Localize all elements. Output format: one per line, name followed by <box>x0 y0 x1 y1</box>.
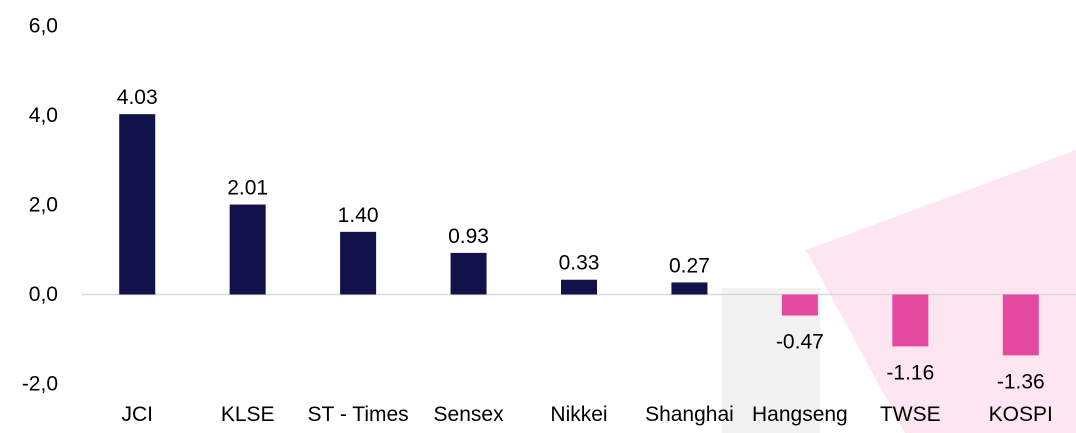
bar <box>892 294 929 347</box>
x-tick-label: Sensex <box>434 403 505 426</box>
bars-group <box>119 114 1039 356</box>
data-label: -0.47 <box>776 331 824 354</box>
data-labels-group: 4.03 2.01 1.40 0.93 0.33 0.27 -0.47 -1.16 -1.36 <box>117 86 1045 393</box>
data-label: -1.36 <box>997 370 1045 393</box>
y-tick-label: 6,0 <box>29 15 58 38</box>
data-label: 4.03 <box>117 86 158 109</box>
data-label: 1.40 <box>338 204 379 227</box>
x-tick-label: KLSE <box>221 403 275 426</box>
data-label: 2.01 <box>227 177 268 200</box>
bar <box>1002 294 1039 356</box>
x-tick-label: KOSPI <box>989 403 1053 426</box>
bar <box>671 282 708 295</box>
x-tick-label: Nikkei <box>550 403 607 426</box>
y-tick-label: -2,0 <box>22 373 58 396</box>
y-tick-label: 4,0 <box>29 104 58 127</box>
watermark-pink-arrow <box>806 150 1076 433</box>
bar <box>561 279 597 295</box>
bar <box>229 204 266 295</box>
x-tick-label: JCI <box>121 403 153 426</box>
bar <box>450 252 487 295</box>
category-labels-group: JCI KLSE ST - Times Sensex Nikkei Shanghai Han… <box>121 403 1052 426</box>
x-tick-label: Hangseng <box>752 403 848 426</box>
data-label: 0.93 <box>448 225 489 248</box>
bar <box>340 231 377 295</box>
bar <box>781 294 818 316</box>
x-tick-label: Shanghai <box>645 403 734 426</box>
data-label: -1.16 <box>886 361 934 384</box>
y-tick-label: 0,0 <box>29 283 58 306</box>
y-axis-ticks: 6,0 4,0 2,0 0,0 -2,0 <box>22 15 58 396</box>
x-tick-label: TWSE <box>880 403 941 426</box>
data-label: 0.33 <box>559 252 600 275</box>
y-tick-label: 2,0 <box>29 194 58 217</box>
bar <box>119 114 156 295</box>
x-tick-label: ST - Times <box>308 403 409 426</box>
data-label: 0.27 <box>669 254 710 277</box>
